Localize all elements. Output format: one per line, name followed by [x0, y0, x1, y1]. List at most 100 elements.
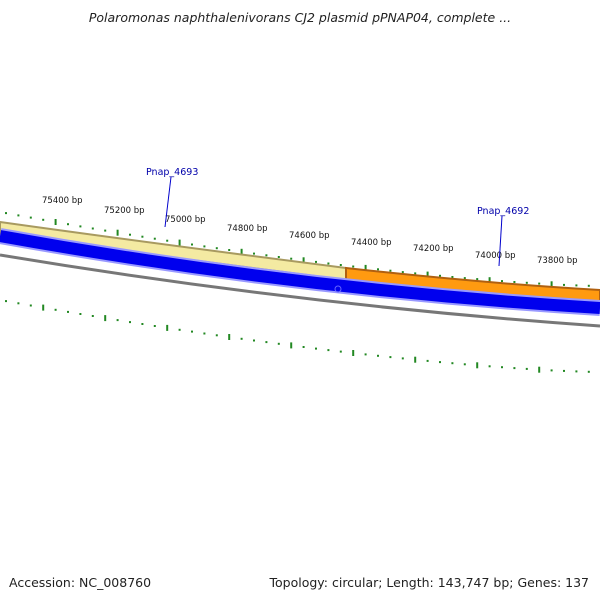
outer-major-tick [240, 248, 243, 255]
inner-tick-track [5, 300, 590, 373]
bp-label: 74600 bp [289, 231, 330, 241]
outer-major-tick [426, 271, 429, 278]
inner-major-tick [104, 315, 107, 322]
inner-major-tick [352, 350, 355, 356]
inner-minor-tick [389, 356, 392, 359]
outer-minor-tick [265, 254, 268, 257]
outer-minor-tick [215, 247, 218, 250]
outer-minor-tick [79, 225, 82, 228]
outer-major-tick [488, 277, 491, 284]
inner-minor-tick [178, 328, 181, 331]
inner-minor-tick [141, 323, 144, 325]
inner-minor-tick [191, 330, 193, 333]
outer-minor-tick [563, 283, 565, 286]
bp-label: 73800 bp [537, 256, 578, 266]
bp-label: 75200 bp [104, 206, 145, 216]
outer-minor-tick [5, 212, 7, 215]
backbone-marker [334, 285, 342, 293]
inner-major-tick [42, 304, 45, 311]
inner-major-tick [290, 342, 293, 349]
outer-minor-tick [203, 245, 206, 248]
outer-minor-tick [29, 216, 32, 219]
gene-label-leader-4692 [498, 215, 503, 267]
outer-minor-tick [166, 239, 169, 242]
inner-minor-tick [563, 369, 565, 372]
gene-label-leader-4693 [164, 176, 172, 228]
inner-minor-tick [327, 349, 330, 352]
inner-minor-tick [463, 363, 466, 366]
outer-minor-tick [501, 280, 503, 283]
outer-minor-tick [463, 277, 466, 280]
inner-minor-tick [426, 359, 429, 362]
map-title: Polaromonas naphthalenivorans CJ2 plasmi… [88, 10, 512, 25]
outer-minor-tick [228, 249, 231, 251]
outer-major-tick [178, 239, 181, 246]
inner-minor-tick [364, 353, 367, 356]
gene-label-pnap-4692[interactable]: Pnap_4692 [477, 206, 529, 217]
inner-minor-tick [575, 370, 578, 373]
outer-minor-tick [339, 264, 342, 266]
inner-minor-tick [265, 341, 268, 344]
outer-major-tick [364, 264, 367, 271]
inner-minor-tick [550, 369, 553, 372]
inner-minor-tick [203, 332, 206, 335]
inner-minor-tick [439, 361, 441, 364]
bp-label: 75400 bp [42, 196, 83, 206]
outer-minor-tick [129, 233, 131, 236]
inner-major-tick [538, 366, 541, 373]
outer-minor-tick [290, 257, 293, 260]
topology-summary: Topology: circular; Length: 143,747 bp; … [269, 575, 590, 590]
outer-minor-tick [17, 214, 20, 217]
bp-label-group: 75400 bp 75200 bp 75000 bp 74800 bp 7460… [42, 196, 578, 266]
inner-minor-tick [488, 365, 491, 368]
outer-major-tick [54, 219, 57, 225]
outer-minor-tick [327, 262, 330, 265]
inner-minor-tick [240, 337, 243, 340]
inner-minor-tick [116, 319, 119, 322]
outer-minor-tick [451, 276, 454, 278]
outer-minor-tick [253, 252, 255, 255]
bp-label: 75000 bp [165, 215, 206, 225]
outer-minor-tick [104, 229, 107, 232]
inner-minor-tick [401, 357, 404, 360]
outer-major-tick [550, 281, 553, 288]
outer-minor-tick [153, 237, 156, 240]
inner-major-tick [228, 334, 231, 340]
outer-minor-tick [315, 260, 317, 263]
outer-minor-tick [389, 269, 392, 272]
inner-minor-tick [451, 362, 454, 365]
bp-label: 74800 bp [227, 224, 268, 234]
inner-minor-tick [67, 310, 69, 313]
outer-tick-track [5, 212, 590, 288]
inner-major-tick [166, 324, 169, 331]
outer-minor-tick [575, 284, 578, 287]
outer-minor-tick [352, 265, 355, 268]
inner-major-tick [476, 362, 479, 369]
outer-minor-tick [476, 278, 479, 281]
outer-major-tick [302, 257, 305, 264]
inner-minor-tick [302, 346, 305, 348]
inner-minor-tick [153, 325, 156, 327]
outer-minor-tick [67, 223, 69, 226]
outer-minor-tick [513, 281, 516, 283]
accession-text: Accession: NC_008760 [9, 575, 152, 590]
outer-minor-tick [401, 271, 404, 274]
inner-major-tick [414, 356, 417, 363]
inner-minor-tick [339, 350, 342, 353]
gene-label-pnap-4693[interactable]: Pnap_4693 [146, 167, 198, 178]
inner-minor-tick [54, 308, 57, 311]
outer-gray-ring [0, 253, 600, 328]
bp-label: 74400 bp [351, 238, 392, 248]
outer-minor-tick [277, 256, 280, 258]
outer-minor-tick [191, 243, 193, 246]
inner-minor-tick [29, 304, 32, 307]
inner-minor-tick [525, 367, 528, 370]
outer-minor-tick [525, 281, 528, 284]
inner-minor-tick [513, 367, 516, 370]
backbone-blue-ring-core [0, 230, 600, 314]
outer-minor-tick [377, 268, 379, 271]
inner-minor-tick [129, 321, 131, 324]
outer-minor-tick [42, 218, 45, 221]
outer-minor-tick [439, 274, 441, 277]
